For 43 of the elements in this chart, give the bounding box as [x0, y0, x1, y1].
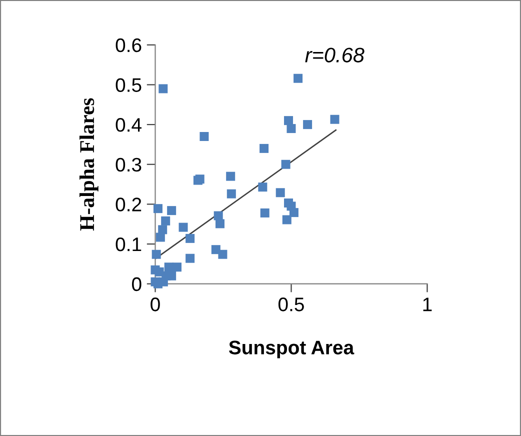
- point: [214, 211, 223, 220]
- y-tick-label: 0.2: [116, 198, 142, 212]
- point: [289, 208, 298, 218]
- point: [226, 172, 236, 181]
- point: [303, 120, 312, 130]
- point: [156, 232, 165, 242]
- point: [281, 160, 290, 169]
- y-tick-label: 0.4: [116, 118, 142, 132]
- point: [167, 206, 176, 216]
- point: [276, 188, 285, 198]
- point: [167, 271, 176, 280]
- y-tick-label: 0: [132, 277, 142, 292]
- point: [286, 124, 296, 134]
- y-tick-label: 0.6: [116, 38, 142, 52]
- y-tick-label: 0.1: [116, 237, 142, 252]
- y-axis-title: H-alpha Flares: [79, 98, 98, 231]
- point: [186, 234, 195, 243]
- y-tick-label: 0.3: [116, 158, 142, 172]
- point: [215, 219, 224, 228]
- point: [186, 254, 195, 263]
- y-tick-label: 0.5: [116, 78, 142, 92]
- point: [226, 189, 236, 198]
- point: [200, 132, 209, 141]
- point: [153, 204, 162, 214]
- point: [284, 116, 294, 126]
- point: [178, 222, 188, 232]
- point: [330, 114, 340, 124]
- point: [260, 208, 270, 218]
- point: [260, 144, 269, 153]
- x-tick-label: 0.5: [278, 298, 304, 312]
- point: [172, 262, 182, 272]
- x-tick-label: 0: [150, 298, 160, 312]
- point: [282, 215, 292, 224]
- annotation: r=0.68: [305, 48, 364, 62]
- point: [158, 84, 168, 94]
- x-axis-title: Sunspot Area: [228, 340, 354, 358]
- point: [152, 250, 161, 259]
- point: [294, 74, 303, 83]
- point: [218, 250, 228, 259]
- point: [161, 216, 170, 226]
- point: [158, 277, 168, 286]
- x-tick-label: 1: [423, 298, 432, 312]
- point: [258, 182, 268, 192]
